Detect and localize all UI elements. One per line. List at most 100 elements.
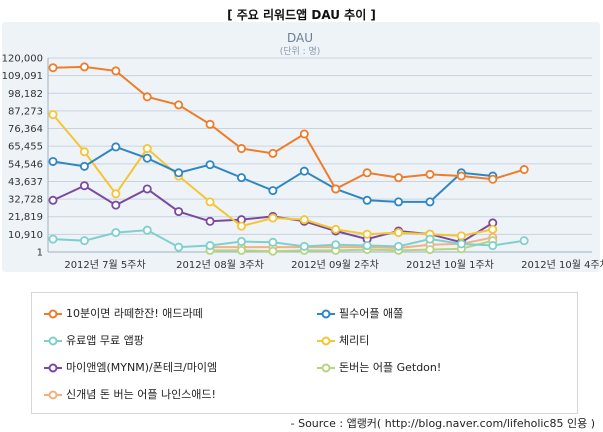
data-point[interactable] [48,63,58,73]
legend-marker-icon [317,309,335,319]
data-point[interactable] [111,189,121,199]
data-point[interactable] [48,234,58,244]
data-point[interactable] [205,160,215,170]
data-point[interactable] [456,231,466,241]
legend-item-apppang[interactable]: 유료앱 무료 앱팡 [44,332,144,348]
data-point[interactable] [425,234,435,244]
data-point[interactable] [299,166,309,176]
data-point[interactable] [174,168,184,178]
data-point[interactable] [79,236,89,246]
series-line [52,65,525,191]
data-point[interactable] [519,165,529,175]
data-point[interactable] [425,169,435,179]
legend-label: 10분이면 라떼한잔! 애드라떼 [66,307,203,320]
legend-item-aejjol[interactable]: 필수어플 애쫄 [317,305,403,321]
data-point[interactable] [174,100,184,110]
data-point[interactable] [79,62,89,72]
data-point[interactable] [174,207,184,217]
legend-item-ninesad[interactable]: 신개념 돈 버는 어플 나인스애드! [44,386,216,402]
legend-item-mynm[interactable]: 마이앤엠(MYNM)/폰테크/마이엠 [44,359,217,375]
series-line [52,229,525,249]
y-tick-label: 21,819 [8,212,43,223]
legend-marker-icon [44,336,62,346]
data-point[interactable] [111,66,121,76]
data-point[interactable] [299,215,309,225]
data-point[interactable] [236,221,246,231]
legend-label: 필수어플 애쫄 [339,307,404,320]
data-point[interactable] [456,239,466,249]
legend-item-adlatte[interactable]: 10분이면 라떼한잔! 애드라떼 [44,305,203,321]
data-point[interactable] [268,148,278,158]
data-point[interactable] [79,181,89,191]
data-point[interactable] [142,92,152,102]
data-point[interactable] [236,173,246,183]
data-point[interactable] [236,236,246,246]
x-tick-label: 2012년 7월 5주차 [64,259,145,271]
data-point[interactable] [488,241,498,251]
chart-frame [2,22,600,272]
data-point[interactable] [394,228,404,238]
legend-label: 마이앤엠(MYNM)/폰테크/마이엠 [66,361,218,374]
legend-item-getdon[interactable]: 돈버는 어플 Getdon! [317,359,441,375]
data-point[interactable] [111,142,121,152]
y-tick-label: 76,364 [8,124,43,135]
legend-marker-icon [44,390,62,400]
data-point[interactable] [79,161,89,171]
legend: 10분이면 라떼한잔! 애드라떼 필수어플 애쫄 유료앱 무료 앱팡 체리티 마… [31,292,578,414]
data-point[interactable] [236,245,246,255]
y-tick-label: 10,910 [8,230,43,241]
data-point[interactable] [394,241,404,251]
data-point[interactable] [142,225,152,235]
y-tick-label: 87,273 [8,106,43,117]
data-point[interactable] [268,237,278,247]
data-point[interactable] [299,129,309,139]
series-line [210,236,493,249]
data-point[interactable] [205,216,215,226]
data-point[interactable] [488,174,498,184]
x-tick-label: 2012년 10월 4주차 [521,259,603,271]
data-point[interactable] [425,197,435,207]
data-point[interactable] [236,144,246,154]
data-point[interactable] [48,156,58,166]
data-point[interactable] [456,171,466,181]
legend-marker-icon [317,336,335,346]
data-point[interactable] [331,240,341,250]
data-point[interactable] [331,224,341,234]
source-note: - Source : 앱랭커( http://blog.naver.com/li… [290,417,595,430]
legend-label: 신개념 돈 버는 어플 나인스애드! [66,388,216,401]
data-point[interactable] [111,228,121,238]
data-point[interactable] [111,200,121,210]
data-point[interactable] [425,245,435,255]
data-point[interactable] [488,224,498,234]
y-tick-label: 43,637 [8,177,43,188]
data-point[interactable] [362,229,372,239]
data-point[interactable] [142,144,152,154]
page-title: [ 주요 리워드앱 DAU 추이 ] [227,8,376,22]
data-point[interactable] [48,110,58,120]
y-tick-label: 98,182 [8,89,43,100]
data-point[interactable] [268,186,278,196]
data-point[interactable] [519,236,529,246]
y-tick-label: 1 [37,247,43,258]
data-point[interactable] [79,147,89,157]
data-point[interactable] [268,246,278,256]
legend-item-cherity[interactable]: 체리티 [317,332,369,348]
data-point[interactable] [205,241,215,251]
data-point[interactable] [394,173,404,183]
data-point[interactable] [268,213,278,223]
data-point[interactable] [142,184,152,194]
data-point[interactable] [362,168,372,178]
data-point[interactable] [362,195,372,205]
data-point[interactable] [48,195,58,205]
data-point[interactable] [174,242,184,252]
data-point[interactable] [362,241,372,251]
x-tick-label: 2012년 08월 3주차 [176,259,264,271]
data-point[interactable] [394,197,404,207]
legend-marker-icon [44,363,62,373]
data-point[interactable] [205,197,215,207]
data-point[interactable] [299,241,309,251]
data-point[interactable] [205,119,215,129]
chart-title: DAU [287,31,313,45]
data-point[interactable] [142,153,152,163]
data-point[interactable] [331,184,341,194]
